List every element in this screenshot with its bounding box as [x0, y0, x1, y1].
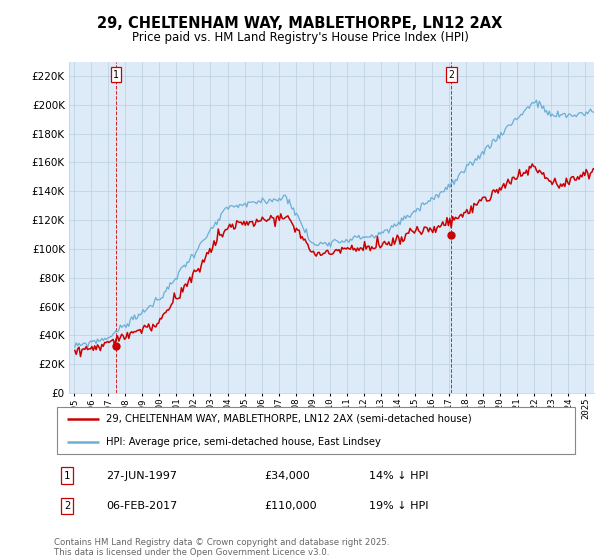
Text: £34,000: £34,000 [264, 470, 310, 480]
Text: 27-JUN-1997: 27-JUN-1997 [107, 470, 178, 480]
Text: Price paid vs. HM Land Registry's House Price Index (HPI): Price paid vs. HM Land Registry's House … [131, 31, 469, 44]
Text: 1: 1 [64, 470, 70, 480]
Text: 14% ↓ HPI: 14% ↓ HPI [369, 470, 428, 480]
FancyBboxPatch shape [56, 407, 575, 454]
Text: 19% ↓ HPI: 19% ↓ HPI [369, 501, 428, 511]
Text: 2: 2 [448, 69, 454, 80]
Text: 2: 2 [64, 501, 70, 511]
Text: 29, CHELTENHAM WAY, MABLETHORPE, LN12 2AX (semi-detached house): 29, CHELTENHAM WAY, MABLETHORPE, LN12 2A… [107, 414, 472, 424]
Text: HPI: Average price, semi-detached house, East Lindsey: HPI: Average price, semi-detached house,… [107, 437, 382, 447]
Text: 1: 1 [113, 69, 119, 80]
Text: Contains HM Land Registry data © Crown copyright and database right 2025.
This d: Contains HM Land Registry data © Crown c… [54, 538, 389, 557]
Text: 29, CHELTENHAM WAY, MABLETHORPE, LN12 2AX: 29, CHELTENHAM WAY, MABLETHORPE, LN12 2A… [97, 16, 503, 31]
Text: 06-FEB-2017: 06-FEB-2017 [107, 501, 178, 511]
Text: £110,000: £110,000 [264, 501, 317, 511]
